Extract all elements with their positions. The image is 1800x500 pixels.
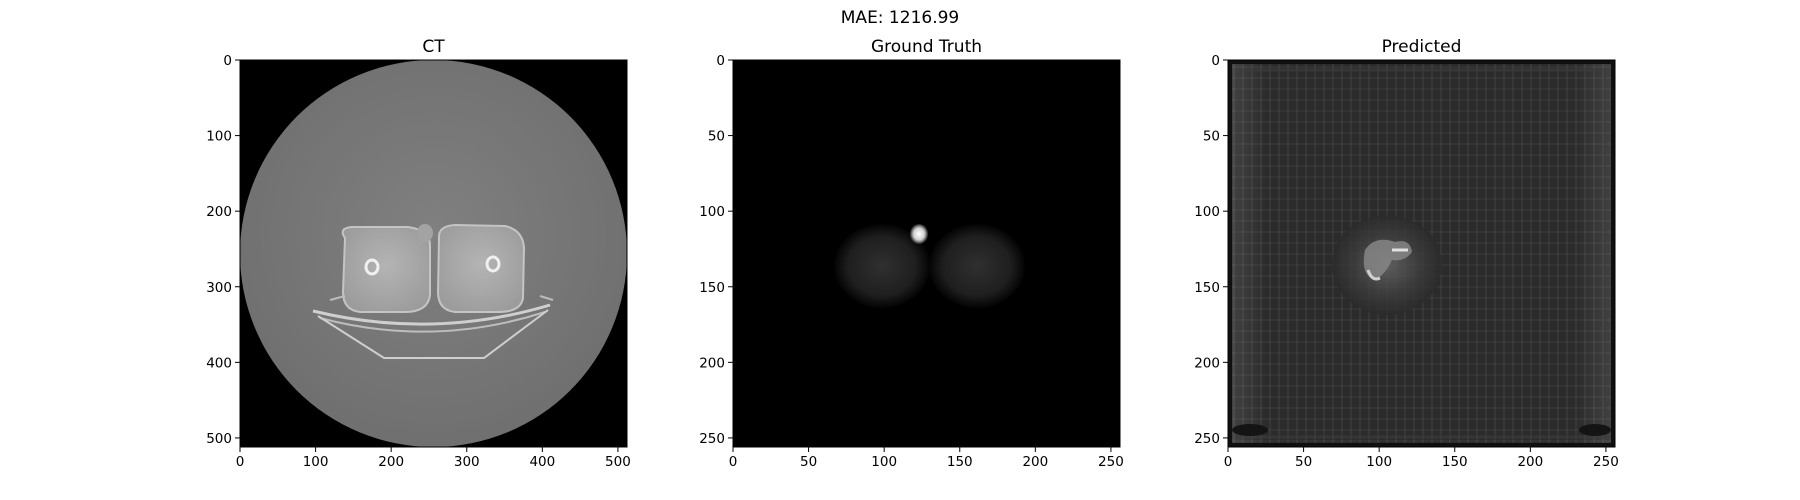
predicted-xtick-label: 200 — [1517, 454, 1543, 470]
ground-truth-axes-frame — [732, 59, 1121, 448]
ground-truth-image — [733, 60, 1120, 447]
ground-truth-ytick-label: 0 — [716, 53, 725, 69]
ground-truth-panel-title: Ground Truth — [871, 37, 982, 57]
predicted-xtick-label: 250 — [1593, 454, 1619, 470]
ground-truth-ytick-label: 150 — [699, 280, 725, 296]
predicted-panel-title: Predicted — [1382, 37, 1462, 57]
ct-ytick-label: 400 — [206, 355, 232, 371]
predicted-ytick-label: 0 — [1211, 53, 1220, 69]
ground-truth-xtick-label: 250 — [1098, 454, 1124, 470]
ground-truth-ytick-label: 250 — [699, 431, 725, 447]
ct-xtick-label: 300 — [454, 454, 480, 470]
predicted-xtick-label: 100 — [1366, 454, 1392, 470]
ground-truth-ytick-label: 200 — [699, 355, 725, 371]
predicted-xtick-label: 150 — [1442, 454, 1468, 470]
ground-truth-ytick-label: 50 — [708, 129, 725, 145]
ct-ytick-label: 300 — [206, 280, 232, 296]
predicted-xtick-label: 50 — [1295, 454, 1312, 470]
ground-truth-xtick-label: 200 — [1022, 454, 1048, 470]
ct-xtick-label: 100 — [303, 454, 329, 470]
figure-suptitle: MAE: 1216.99 — [840, 8, 960, 28]
predicted-ytick-label: 200 — [1194, 355, 1220, 371]
ct-ytick-label: 200 — [206, 204, 232, 220]
ct-image — [240, 60, 627, 447]
ct-xtick-label: 400 — [529, 454, 555, 470]
ct-ytick-label: 0 — [223, 53, 232, 69]
predicted-axes-frame — [1227, 59, 1616, 448]
ct-panel-title: CT — [422, 37, 445, 57]
predicted-xtick-label: 0 — [1224, 454, 1233, 470]
ground-truth-ytick-label: 100 — [699, 204, 725, 220]
ground-truth-xtick-label: 0 — [729, 454, 738, 470]
ct-xtick-label: 500 — [605, 454, 631, 470]
predicted-ytick-label: 50 — [1203, 129, 1220, 145]
ct-ytick-label: 100 — [206, 129, 232, 145]
ground-truth-xtick-label: 100 — [871, 454, 897, 470]
predicted-image — [1228, 60, 1615, 447]
ground-truth-xtick-label: 50 — [800, 454, 817, 470]
ground-truth-xtick-label: 150 — [947, 454, 973, 470]
ct-xtick-label: 200 — [378, 454, 404, 470]
ct-axes-frame — [239, 59, 628, 448]
ct-xtick-label: 0 — [236, 454, 245, 470]
ct-ytick-label: 500 — [206, 431, 232, 447]
predicted-ytick-label: 150 — [1194, 280, 1220, 296]
predicted-ytick-label: 250 — [1194, 431, 1220, 447]
predicted-ytick-label: 100 — [1194, 204, 1220, 220]
